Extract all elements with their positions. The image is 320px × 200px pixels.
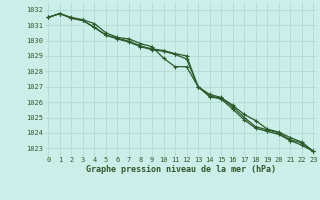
X-axis label: Graphe pression niveau de la mer (hPa): Graphe pression niveau de la mer (hPa) [86, 165, 276, 174]
